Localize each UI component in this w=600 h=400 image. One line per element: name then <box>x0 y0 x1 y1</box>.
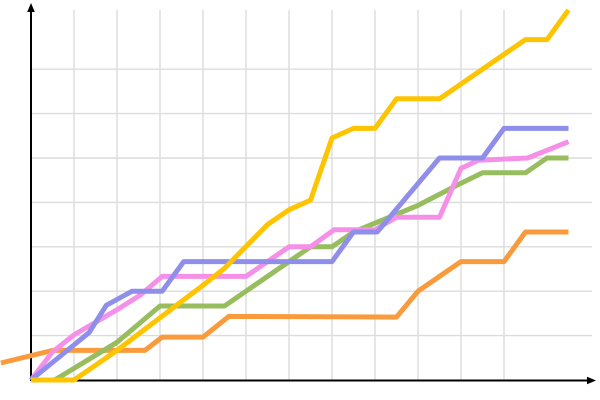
y-axis-arrowhead <box>27 3 35 12</box>
x-axis-arrowhead <box>587 376 596 385</box>
series-line-purple <box>29 125 569 382</box>
series-line-green <box>31 155 569 383</box>
series-line-pink <box>29 139 570 382</box>
series-line-gold <box>31 8 571 383</box>
series-line-orange <box>0 229 569 366</box>
